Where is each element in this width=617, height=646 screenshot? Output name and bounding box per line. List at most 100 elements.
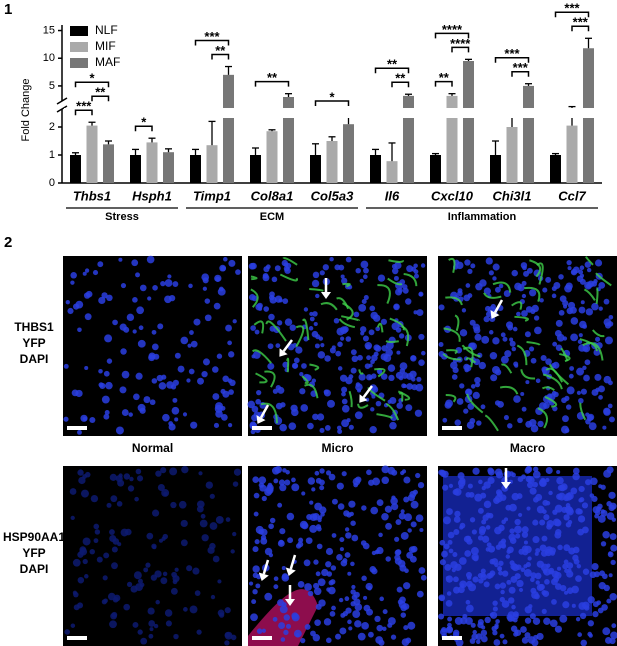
nucleus [132,621,139,628]
nucleus [445,600,453,607]
nucleus [362,542,370,550]
nucleus [366,469,372,476]
nucleus [532,617,541,625]
yfp-signal [583,288,596,301]
nucleus [365,344,371,350]
nucleus [415,514,424,522]
nucleus [320,512,325,517]
nucleus [227,340,232,346]
nucleus [457,290,463,297]
nucleus [515,564,522,570]
nucleus [525,380,530,385]
stain-label: HSP90AA1 [3,530,65,544]
yfp-signal [251,349,272,364]
nucleus [151,329,157,335]
nucleus [181,466,189,474]
x-tick-label: Ccl7 [558,188,586,203]
nucleus [566,562,574,569]
y-tick-label: 10 [43,52,55,64]
nucleus [483,581,490,588]
nucleus [530,424,539,433]
micrograph [247,256,427,436]
nucleus [101,292,108,299]
stain-label: DAPI [20,562,49,576]
nucleus [69,488,77,495]
nucleus [578,306,586,314]
nucleus [172,397,178,403]
nucleus [385,522,392,530]
nucleus [341,386,348,393]
significance-label: ** [267,70,278,85]
significance-label: ** [95,85,106,100]
nucleus [202,286,207,291]
nucleus [503,517,509,522]
arrow-shaft [262,559,270,575]
nucleus [325,470,332,476]
nucleus [395,371,403,379]
nucleus [135,372,143,380]
nucleus [75,300,84,309]
nucleus [70,272,77,279]
nucleus [409,555,417,563]
yfp-signal [548,364,570,386]
nucleus [351,534,359,542]
nucleus [529,613,536,620]
nucleus [556,476,564,485]
nucleus [384,505,392,513]
nucleus [299,388,306,395]
error-bar [552,152,559,155]
nucleus [182,412,188,417]
nucleus [359,278,364,283]
nucleus [337,366,343,371]
nucleus [89,549,95,555]
y-tick-label: 5 [49,80,55,92]
nucleus [459,522,466,529]
nucleus [230,634,237,641]
nucleus [77,327,82,333]
nucleus [344,596,350,602]
nucleus [252,476,259,483]
nucleus [118,257,123,262]
nucleus [539,519,546,526]
nucleus [364,363,371,369]
nucleus [600,509,608,517]
nucleus [173,633,179,640]
nucleus [301,522,309,530]
nucleus [564,284,573,293]
bar [223,74,234,183]
nucleus [264,592,273,601]
nucleus [252,546,259,553]
nucleus [258,476,267,484]
nucleus [558,309,565,316]
nucleus [160,280,166,287]
nucleus [341,404,350,413]
x-tick-label: Hsph1 [132,188,172,203]
scale-bar [442,636,462,640]
nucleus [518,512,523,518]
nucleus [354,620,362,628]
significance-bracket [134,125,153,132]
nucleus [351,355,359,363]
nucleus [477,618,484,626]
nucleus [524,632,531,639]
nucleus [439,470,447,477]
nucleus [371,373,377,379]
nucleus [139,284,147,292]
nucleus [170,501,177,509]
x-tick-label: Col8a1 [251,188,294,203]
nucleus [582,324,588,329]
x-tick-label: Chi3l1 [492,188,531,203]
significance-label: ** [387,57,398,72]
nucleus [603,318,612,327]
nucleus [575,616,581,622]
nucleus [189,330,194,335]
nucleus [313,582,320,589]
significance-bracket [434,32,470,39]
nucleus [110,612,117,620]
nucleus [161,488,170,497]
nucleus [322,264,329,271]
nucleus [492,276,497,281]
nucleus [499,633,505,639]
nucleus [98,296,106,305]
nucleus [532,519,539,526]
